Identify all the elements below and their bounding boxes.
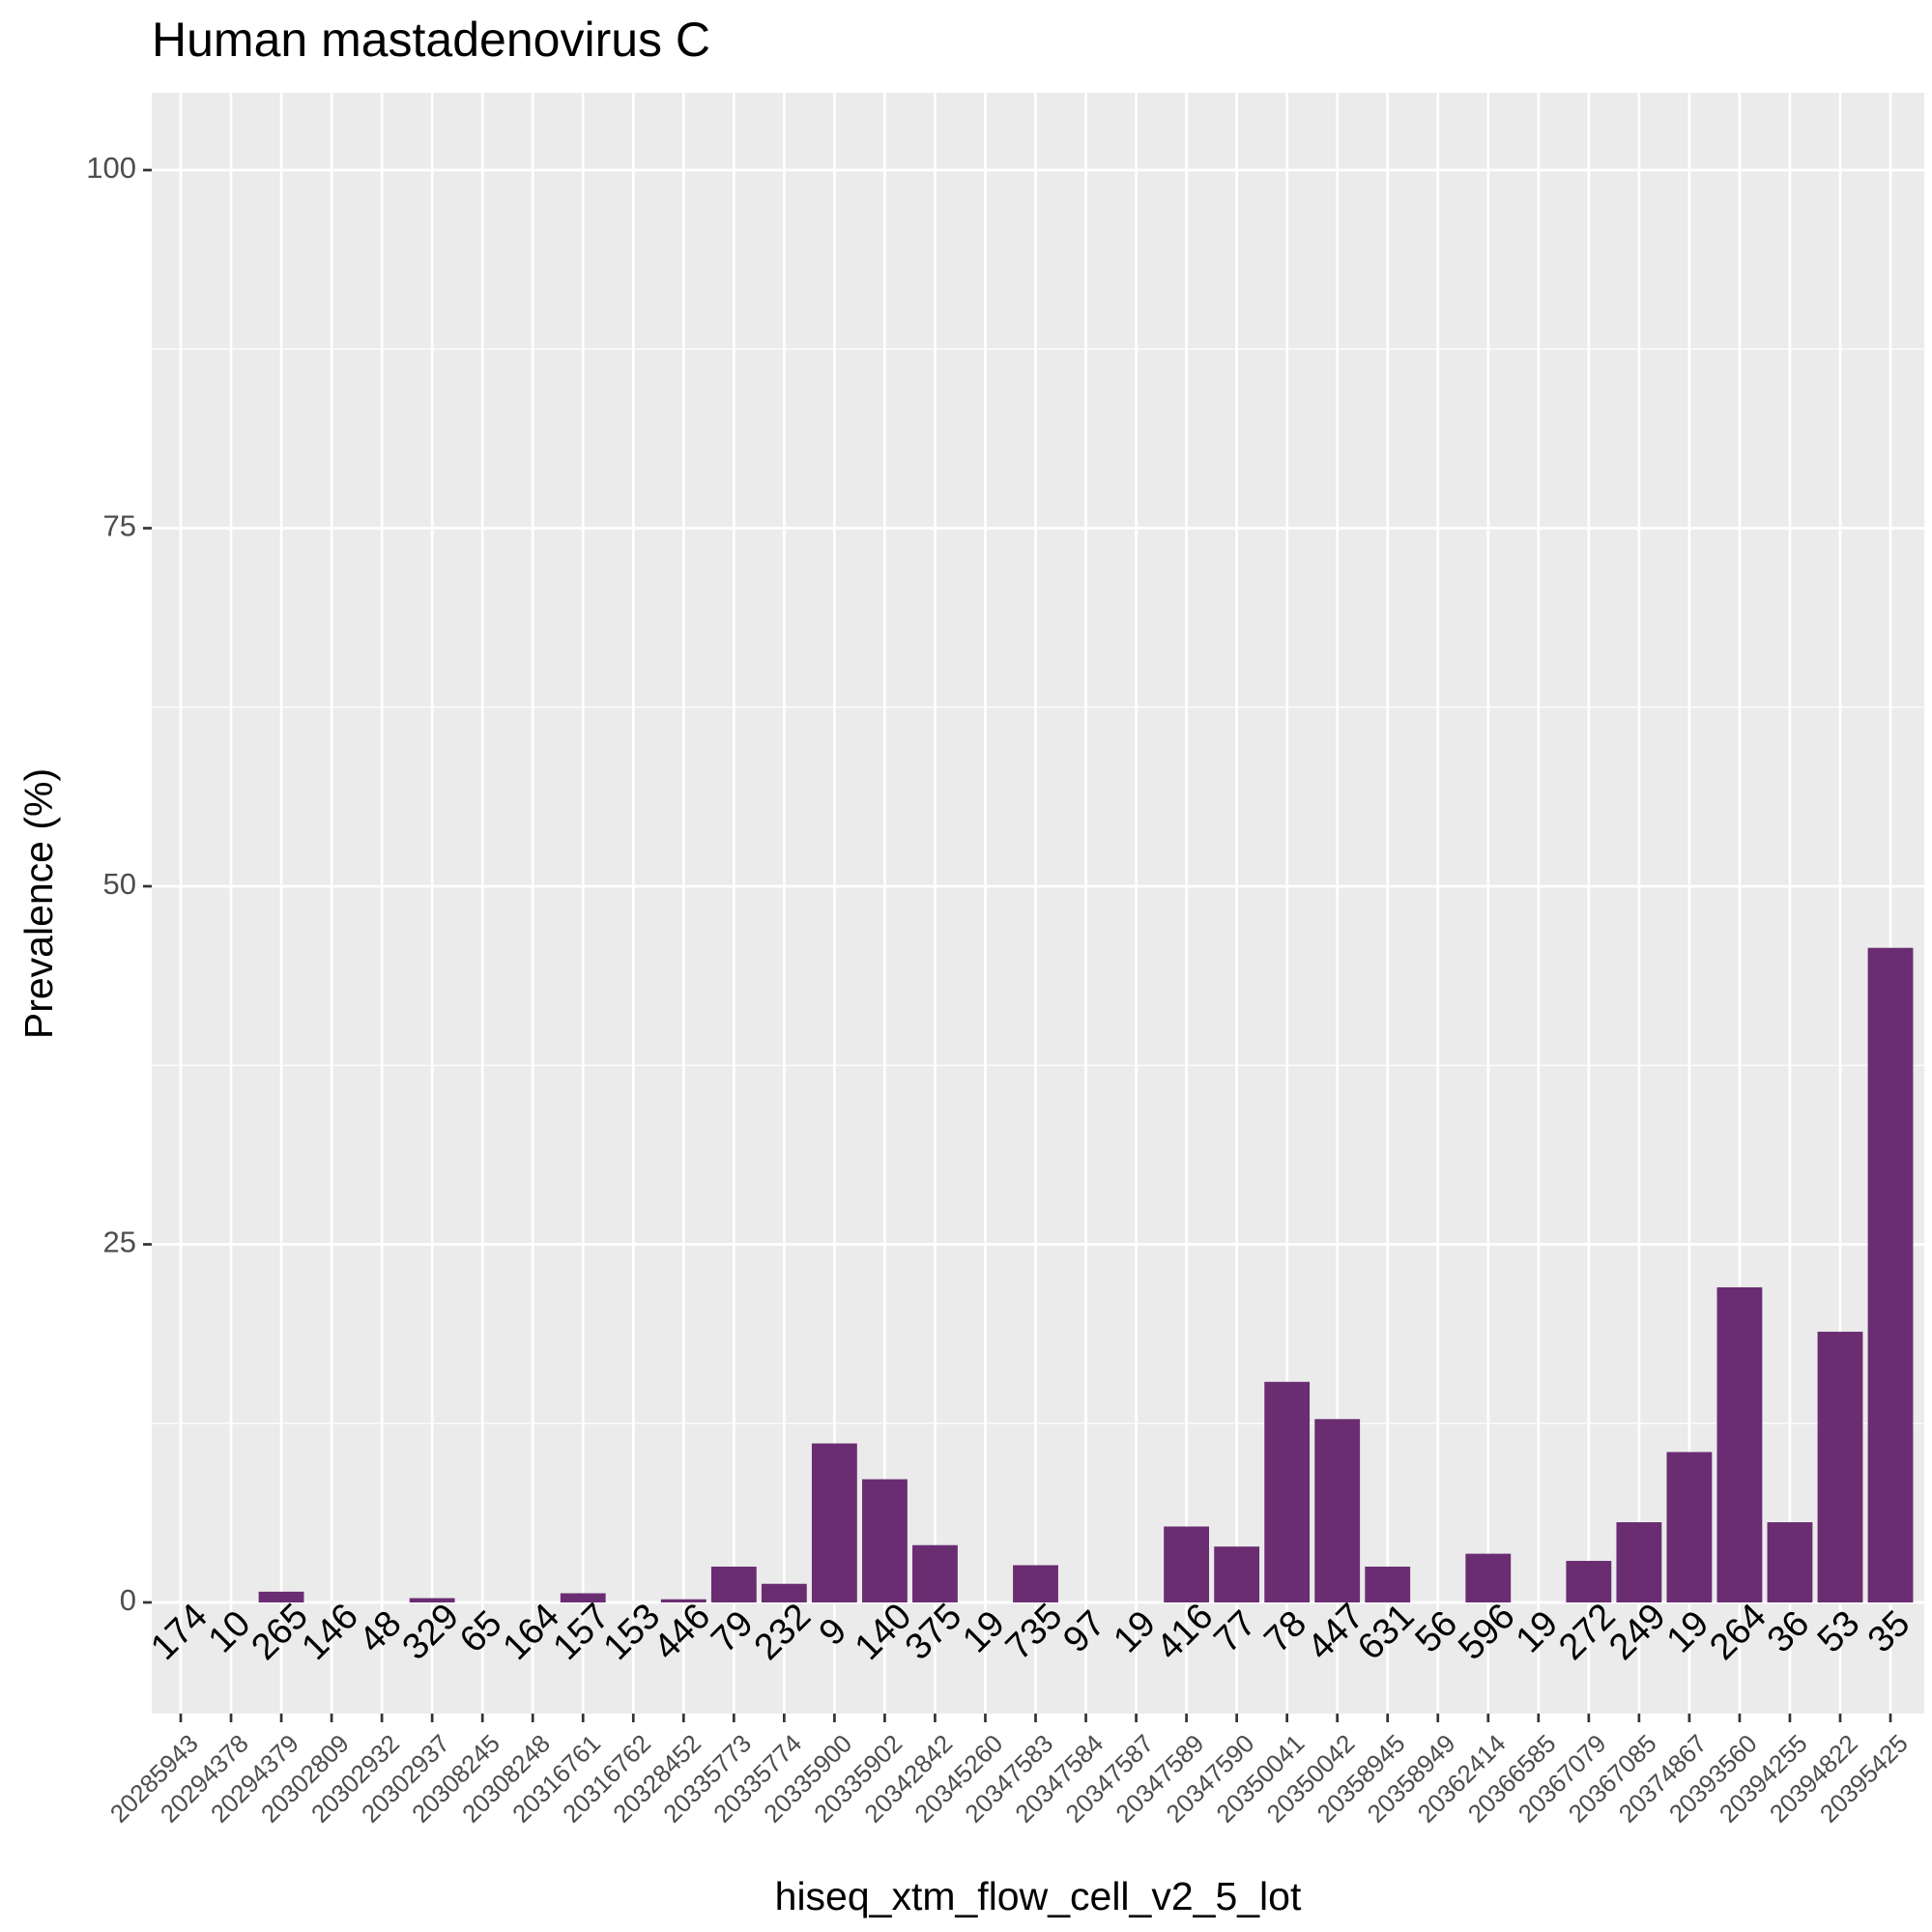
y-tick-label: 0 [120, 1583, 136, 1617]
y-tick-label: 100 [86, 151, 136, 185]
bar [1616, 1522, 1662, 1602]
bars [258, 947, 1914, 1602]
bar [710, 1566, 757, 1602]
bar [862, 1479, 908, 1602]
bar [1264, 1381, 1311, 1602]
bar [1867, 947, 1914, 1602]
y-tick-label: 25 [103, 1226, 136, 1259]
x-axis-title: hiseq_xtm_flow_cell_v2_5_lot [775, 1874, 1302, 1918]
bar [1817, 1331, 1863, 1602]
bar [258, 1591, 304, 1602]
bar [912, 1544, 958, 1602]
y-axis: 0 25 50 75 100 [86, 151, 152, 1617]
bar [1013, 1565, 1058, 1602]
bar [1365, 1566, 1411, 1602]
plot-panel [152, 93, 1924, 1714]
y-tick-label: 50 [103, 867, 136, 901]
y-tick-label: 75 [103, 509, 136, 543]
bar [1465, 1553, 1512, 1602]
bar [1164, 1526, 1210, 1602]
x-axis: 2028594320294378202943792030280920302932… [104, 1714, 1914, 1829]
bar [409, 1598, 455, 1602]
bar [1314, 1419, 1361, 1602]
bar [560, 1593, 606, 1602]
bar [1666, 1452, 1713, 1602]
bar [761, 1583, 807, 1602]
bar [660, 1599, 706, 1602]
bar [1566, 1561, 1612, 1602]
bar [1214, 1546, 1260, 1602]
bar [811, 1443, 857, 1602]
bar [1716, 1286, 1763, 1602]
bar [1767, 1522, 1813, 1602]
chart-title: Human mastadenovirus C [152, 13, 710, 67]
y-axis-title: Prevalence (%) [16, 768, 61, 1039]
